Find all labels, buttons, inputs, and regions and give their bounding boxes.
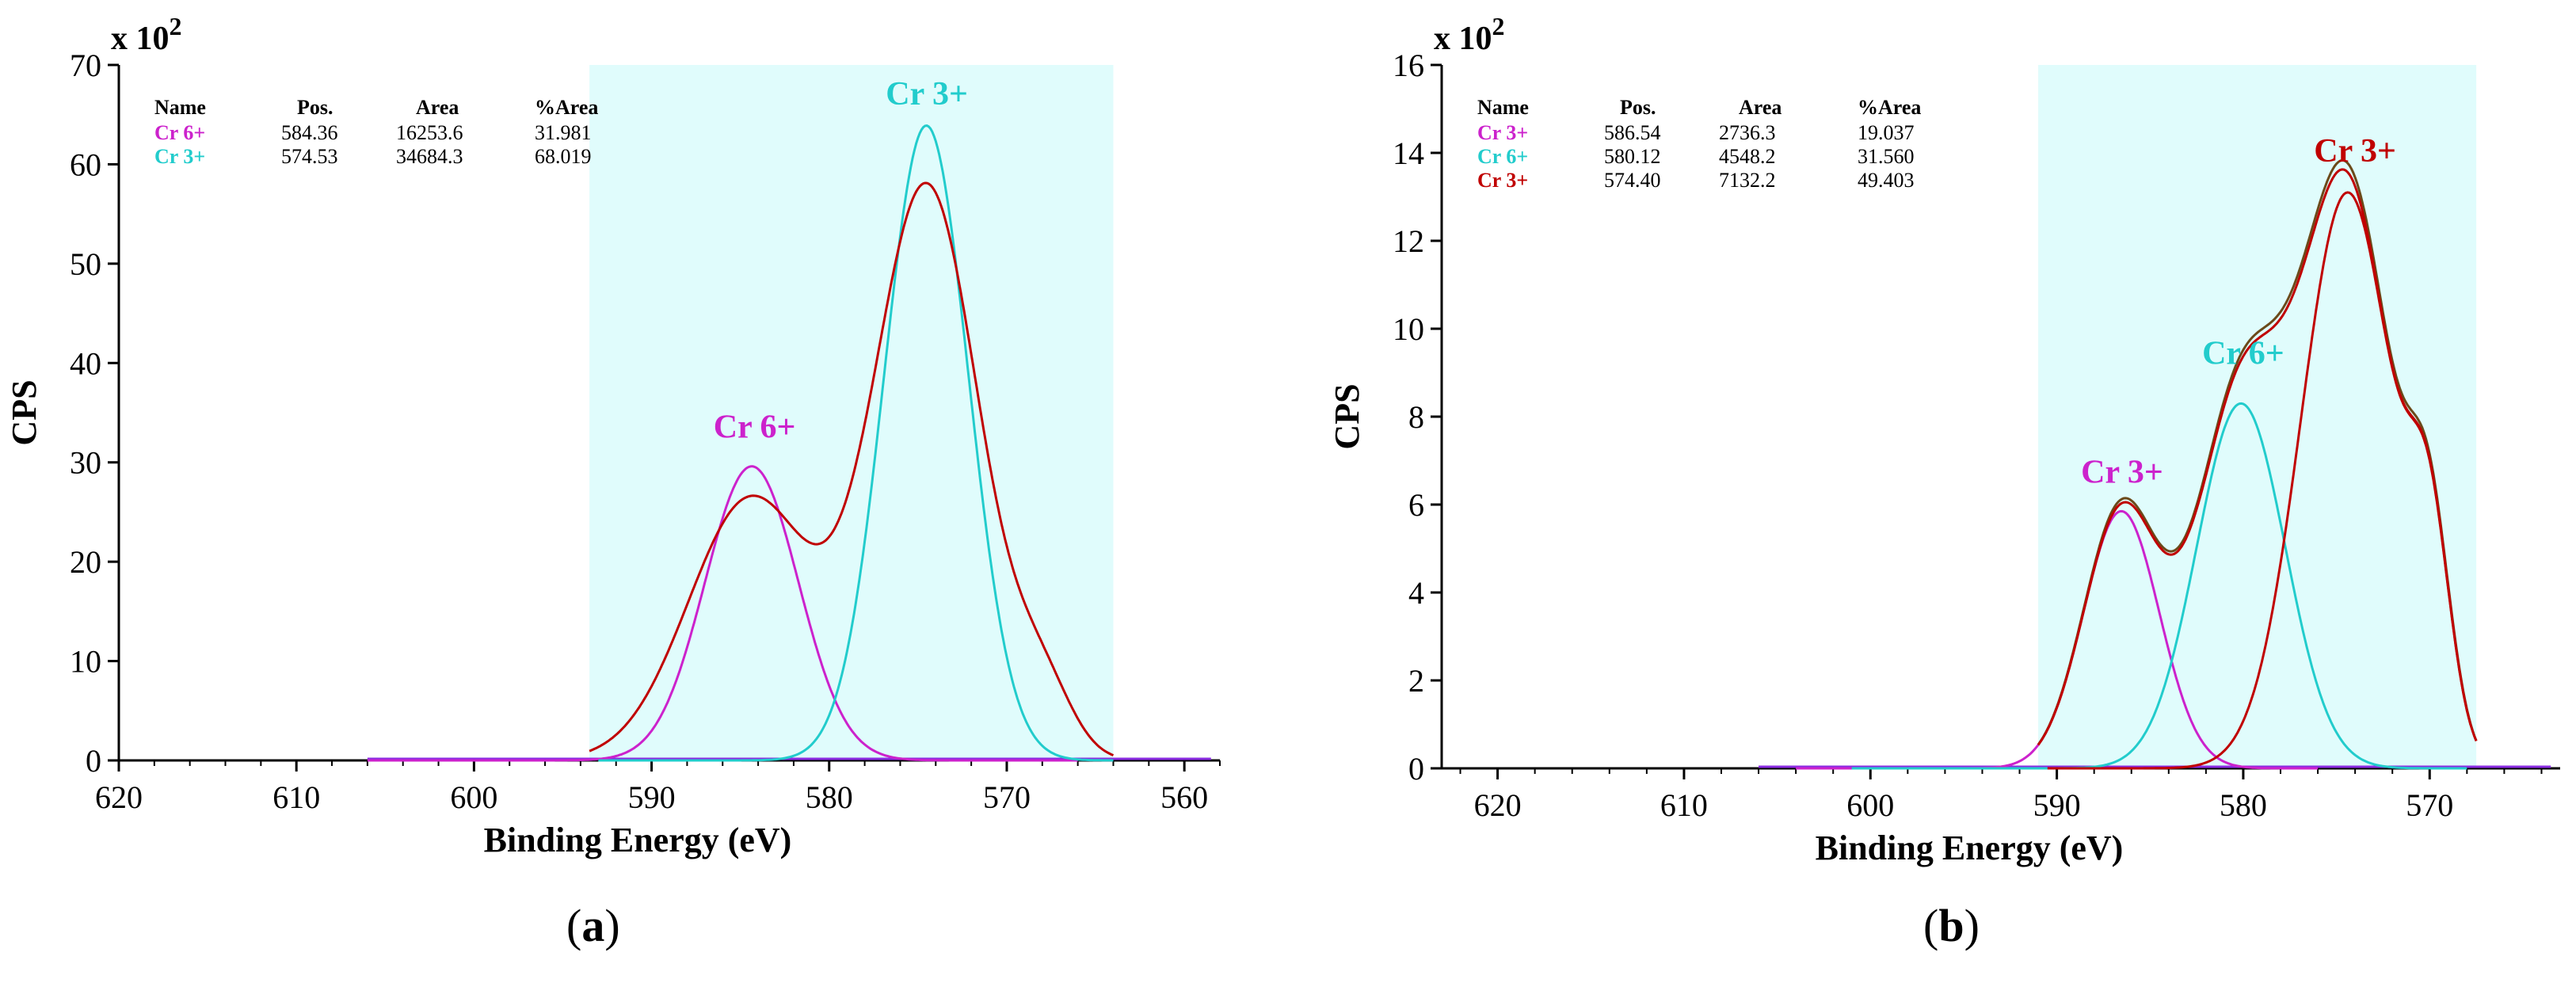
table-header: %Area [535,96,598,119]
x-tick-label: 570 [2406,787,2453,823]
table-row-pct: 31.560 [1858,145,1915,168]
y-tick-label: 60 [70,147,101,182]
x-tick-label: 580 [806,779,853,815]
y-tick-label: 14 [1393,135,1424,171]
fit-region-shading [589,65,1114,760]
peak-label: Cr 6+ [714,409,796,445]
x-tick-label: 600 [1846,787,1894,823]
table-row-name: Cr 6+ [1477,145,1528,168]
peak-label: Cr 6+ [2202,335,2284,371]
peak-label: Cr 3+ [2081,454,2163,490]
table-row-area: 34684.3 [396,145,463,168]
x-tick-label: 620 [95,779,143,815]
y-axis-title: CPS [1328,383,1366,449]
component-curve-0 [367,465,1078,762]
table-header: Area [416,96,459,119]
peak-label: Cr 3+ [886,76,968,112]
x-tick-label: 560 [1160,779,1208,815]
y-scale-exponent: 2 [170,12,182,40]
component-curve-1 [1851,402,2467,770]
y-tick-label: 6 [1408,487,1424,523]
table-row-pct: 68.019 [535,145,592,168]
table-header: %Area [1858,96,1921,119]
component-curve-1 [598,124,1114,762]
table-header: Name [154,96,206,119]
y-tick-label: 12 [1393,223,1424,259]
table-header: Area [1739,96,1781,119]
x-tick-label: 590 [628,779,676,815]
envelope-curve [2037,158,2478,745]
table-row-pos: 584.36 [281,121,338,144]
table-row-pos: 580.12 [1604,145,1661,168]
y-axis-title: CPS [5,379,44,445]
y-tick-label: 2 [1408,663,1424,699]
y-tick-label: 0 [1408,751,1424,787]
panel-label-b: b [1938,900,1964,951]
table-row-pos: 586.54 [1604,121,1661,144]
x-tick-label: 610 [272,779,320,815]
y-tick-label: 40 [70,345,101,381]
y-tick-label: 0 [86,743,101,779]
table-row-name: Cr 3+ [1477,121,1528,144]
table-row-name: Cr 3+ [154,145,205,168]
y-tick-label: 16 [1393,48,1424,83]
y-tick-label: 4 [1408,575,1424,611]
table-row-name: Cr 6+ [154,121,205,144]
table-header: Name [1477,96,1529,119]
fit-region-shading [2038,65,2477,768]
y-scale-exponent: 2 [1492,12,1505,40]
x-axis-title: Binding Energy (eV) [1816,829,2124,867]
x-axis-title: Binding Energy (eV) [484,821,792,859]
table-row-name: Cr 3+ [1477,169,1528,192]
panel-caption-b: (b) [1923,900,1980,951]
y-tick-label: 30 [70,445,101,481]
panel-caption-a: (a) [566,900,620,951]
x-tick-label: 580 [2220,787,2267,823]
table-row-area: 7132.2 [1719,169,1776,192]
panel-label-a: a [581,900,605,951]
y-scale-multiplier: x 102 [1434,12,1505,57]
y-tick-label: 8 [1408,399,1424,435]
table-row-pos: 574.40 [1604,169,1661,192]
chart-panel-a: 0 10 20 30 40 50 60 70 620 610 600 590 580 570 560 Bind… [5,12,1221,859]
y-tick-label: 20 [70,544,101,580]
x-tick-label: 620 [1474,787,1522,823]
y-tick-label: 10 [70,644,101,680]
peak-label: Cr 3+ [2314,133,2396,170]
table-row-pos: 574.53 [281,145,338,168]
table-header: Pos. [297,96,333,119]
x-tick-label: 600 [450,779,497,815]
x-tick-label: 590 [2033,787,2081,823]
table-row-pct: 19.037 [1858,121,1915,144]
envelope-curve-red [2037,168,2478,746]
table-row-area: 4548.2 [1719,145,1776,168]
table-row-area: 16253.6 [396,121,463,144]
table-row-area: 2736.3 [1719,121,1776,144]
table-row-pct: 31.981 [535,121,592,144]
y-tick-label: 70 [70,48,101,83]
chart-panel-b: 0 2 4 6 8 10 12 14 16 620 610 600 590 580 570 Binding E… [1328,12,2560,867]
x-tick-label: 570 [983,779,1031,815]
table-header: Pos. [1620,96,1656,119]
y-tick-label: 50 [70,246,101,282]
x-tick-label: 610 [1660,787,1708,823]
y-scale-multiplier: x 102 [111,12,182,57]
envelope-curve [589,181,1115,756]
table-row-pct: 49.403 [1858,169,1915,192]
y-tick-label: 10 [1393,311,1424,347]
